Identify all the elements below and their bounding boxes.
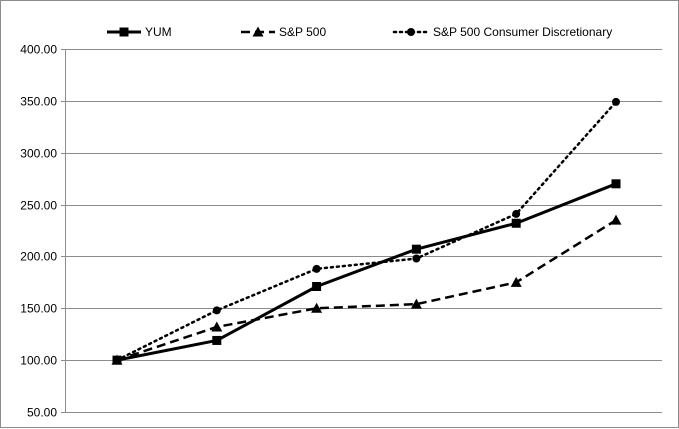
legend-item-yum: YUM <box>107 25 172 39</box>
legend-label: S&P 500 Consumer Discretionary <box>433 25 612 39</box>
y-tick-labels: 50.00 100.00 150.00 200.00 250.00 300.00 350.0… <box>20 43 57 420</box>
legend-marker <box>252 26 264 37</box>
legend-marker <box>119 27 129 37</box>
series-markers <box>111 97 622 365</box>
legend-item-s-p-500-consumer-discretionary: S&P 500 Consumer Discretionary <box>392 25 612 39</box>
y-tick-label: 300.00 <box>20 147 57 161</box>
y-tick-label: 200.00 <box>20 250 57 264</box>
gridlines <box>65 49 662 413</box>
data-point-yum <box>611 179 621 189</box>
series-line-s-p-500-consumer-discretionary <box>115 100 618 362</box>
data-point-yum <box>411 244 421 254</box>
data-point-s-p-500-consumer-discretionary <box>412 254 421 263</box>
legend-item-s-p-500: S&P 500 <box>241 25 326 39</box>
data-point-s-p-500 <box>510 276 522 287</box>
legend-label: S&P 500 <box>279 25 326 39</box>
data-point-s-p-500-consumer-discretionary <box>312 264 321 273</box>
y-tick-label: 100.00 <box>20 354 57 368</box>
y-tick-label: 350.00 <box>20 95 57 109</box>
data-point-s-p-500 <box>610 214 622 225</box>
data-point-s-p-500-consumer-discretionary <box>512 209 521 218</box>
data-point-s-p-500 <box>211 321 223 332</box>
data-point-s-p-500 <box>410 298 422 309</box>
y-tick-label: 250.00 <box>20 199 57 213</box>
legend-label: YUM <box>145 25 172 39</box>
axes <box>61 49 66 413</box>
y-tick-label: 50.00 <box>27 406 57 420</box>
data-point-s-p-500-consumer-discretionary <box>212 306 221 315</box>
data-point-yum <box>511 218 521 228</box>
legend: YUM S&P 500 S&P 500 Consumer Discretionary <box>107 25 612 39</box>
legend-marker <box>407 28 415 36</box>
data-point-yum <box>212 335 222 345</box>
data-point-s-p-500-consumer-discretionary <box>113 356 121 365</box>
data-point-yum <box>312 282 322 292</box>
data-point-s-p-500-consumer-discretionary <box>612 97 620 106</box>
data-point-s-p-500 <box>311 302 323 313</box>
series-line-yum <box>116 182 617 362</box>
y-tick-label: 150.00 <box>20 302 57 316</box>
y-tick-label: 400.00 <box>20 43 57 57</box>
series-line-s-p-500 <box>116 219 617 362</box>
series-lines <box>115 100 618 362</box>
